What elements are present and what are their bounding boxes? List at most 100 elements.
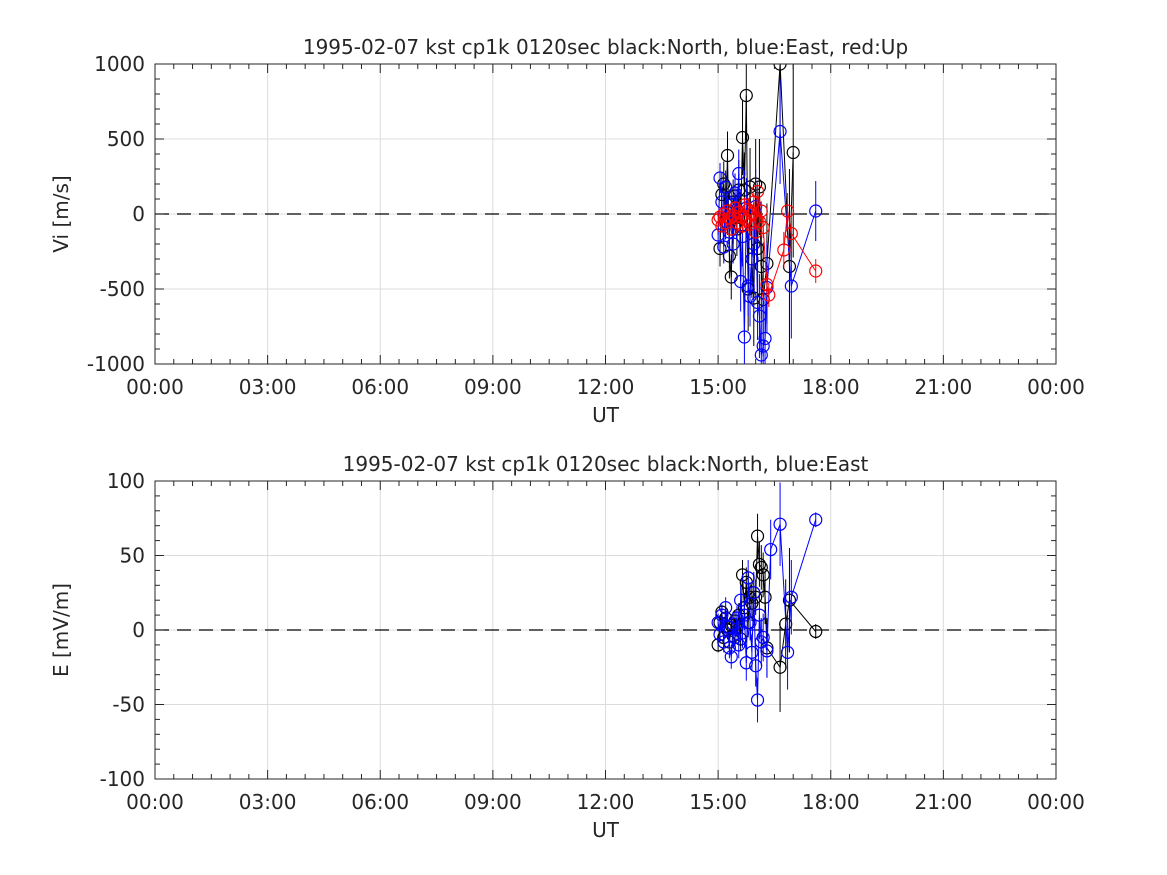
y-tick-label: 1000 bbox=[94, 52, 145, 76]
x-tick-label: 06:00 bbox=[351, 375, 409, 399]
data-point bbox=[735, 130, 750, 145]
x-tick-label: 00:00 bbox=[126, 790, 184, 814]
data-point bbox=[756, 568, 770, 582]
data-point bbox=[750, 295, 765, 310]
x-tick-label: 03:00 bbox=[239, 375, 297, 399]
data-point bbox=[750, 529, 765, 543]
data-point bbox=[773, 517, 787, 531]
data-point bbox=[764, 542, 778, 557]
plot-area bbox=[711, 482, 823, 723]
data-point bbox=[739, 656, 753, 670]
data-point bbox=[754, 560, 768, 575]
y-tick-label: 100 bbox=[107, 469, 145, 493]
data-point bbox=[773, 660, 787, 674]
data-point bbox=[745, 645, 759, 659]
data-point bbox=[777, 243, 791, 257]
x-tick-label: 15:00 bbox=[689, 790, 747, 814]
data-point bbox=[756, 339, 770, 353]
data-point bbox=[743, 615, 757, 630]
data-point bbox=[739, 88, 753, 103]
data-point bbox=[713, 627, 727, 642]
x-tick-label: 09:00 bbox=[464, 790, 522, 814]
x-tick-label: 00:00 bbox=[1027, 790, 1085, 814]
data-point bbox=[749, 659, 763, 673]
data-point bbox=[730, 611, 744, 625]
data-point bbox=[786, 145, 800, 160]
data-point bbox=[745, 252, 759, 266]
data-point bbox=[734, 274, 748, 289]
series-2 bbox=[711, 482, 823, 723]
y-tick-label: 500 bbox=[107, 127, 145, 151]
data-point bbox=[737, 330, 752, 344]
plot-area bbox=[711, 64, 823, 364]
y-tick-label: -1000 bbox=[87, 352, 145, 376]
data-point bbox=[760, 644, 774, 658]
data-point bbox=[743, 590, 757, 604]
data-point bbox=[784, 226, 798, 241]
x-tick-label: 12:00 bbox=[577, 375, 635, 399]
y-tick-label: 50 bbox=[120, 544, 145, 568]
chart-title: 1995-02-07 kst cp1k 0120sec black:North,… bbox=[303, 35, 908, 59]
data-point bbox=[732, 166, 746, 181]
x-tick-label: 18:00 bbox=[802, 790, 860, 814]
x-tick-label: 18:00 bbox=[802, 375, 860, 399]
data-point bbox=[784, 279, 798, 293]
data-point bbox=[752, 309, 767, 323]
data-point bbox=[737, 198, 752, 212]
x-tick-label: 15:00 bbox=[689, 375, 747, 399]
data-point bbox=[726, 237, 740, 251]
data-point bbox=[724, 650, 738, 664]
y-tick-label: 0 bbox=[132, 202, 145, 226]
data-point bbox=[741, 279, 755, 293]
x-tick-label: 21:00 bbox=[915, 375, 973, 399]
x-axis-label: UT bbox=[592, 403, 620, 427]
x-tick-label: 00:00 bbox=[126, 375, 184, 399]
data-point bbox=[719, 180, 733, 194]
data-point bbox=[715, 608, 729, 622]
data-point bbox=[780, 204, 795, 218]
x-tick-label: 12:00 bbox=[577, 790, 635, 814]
data-point bbox=[735, 626, 750, 640]
x-tick-label: 21:00 bbox=[915, 790, 973, 814]
chart-panel-2: 00:00 03:00 06:00 09:00 12:00 15:00 18:00 21:00… bbox=[49, 452, 1085, 842]
data-point bbox=[728, 186, 742, 200]
data-point bbox=[719, 601, 733, 615]
data-point bbox=[717, 240, 731, 254]
x-tick-label: 03:00 bbox=[239, 790, 297, 814]
data-point bbox=[732, 638, 746, 652]
y-axis-label: E [mV/m] bbox=[49, 583, 73, 677]
y-axis-label: Vi [m/s] bbox=[49, 175, 73, 252]
data-point bbox=[750, 184, 765, 199]
series-3 bbox=[711, 182, 823, 307]
y-tick-label: -500 bbox=[100, 277, 145, 301]
data-point bbox=[728, 630, 742, 645]
x-tick-label: 00:00 bbox=[1027, 375, 1085, 399]
chart-title: 1995-02-07 kst cp1k 0120sec black:North,… bbox=[343, 452, 869, 476]
data-point bbox=[760, 277, 774, 292]
data-point bbox=[754, 348, 768, 362]
data-point bbox=[754, 204, 768, 218]
data-point bbox=[809, 204, 823, 218]
data-point bbox=[741, 571, 755, 585]
x-tick-label: 06:00 bbox=[351, 790, 409, 814]
y-tick-label: -100 bbox=[100, 767, 145, 791]
y-tick-label: 0 bbox=[132, 618, 145, 642]
data-point bbox=[809, 624, 823, 639]
data-point bbox=[734, 593, 748, 607]
data-point bbox=[756, 220, 770, 235]
data-point bbox=[747, 586, 761, 600]
x-tick-label: 09:00 bbox=[464, 375, 522, 399]
data-point bbox=[750, 693, 765, 707]
data-point bbox=[720, 148, 735, 163]
y-tick-label: -50 bbox=[112, 693, 145, 717]
x-axis-label: UT bbox=[592, 818, 620, 842]
data-point bbox=[780, 645, 795, 659]
chart-panel-1: 00:00 03:00 06:00 09:00 12:00 15:00 18:00 21:00… bbox=[49, 35, 1085, 427]
data-point bbox=[756, 630, 770, 645]
data-point bbox=[752, 608, 767, 622]
data-point bbox=[758, 331, 772, 346]
data-point bbox=[782, 593, 797, 607]
data-point bbox=[773, 64, 787, 71]
data-point bbox=[809, 264, 823, 278]
